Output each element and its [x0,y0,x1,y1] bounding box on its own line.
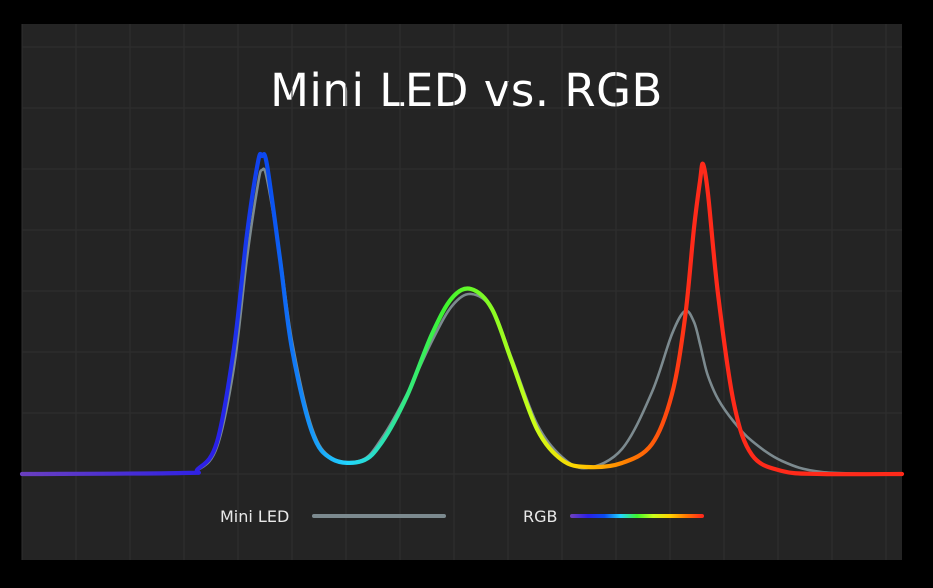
series-line-rgb [19,151,905,477]
legend-label-mini-led: Mini LED [220,507,290,526]
series-line-mini-led [20,167,904,476]
chart-grid [21,24,902,560]
legend-label-rgb: RGB [523,507,558,526]
